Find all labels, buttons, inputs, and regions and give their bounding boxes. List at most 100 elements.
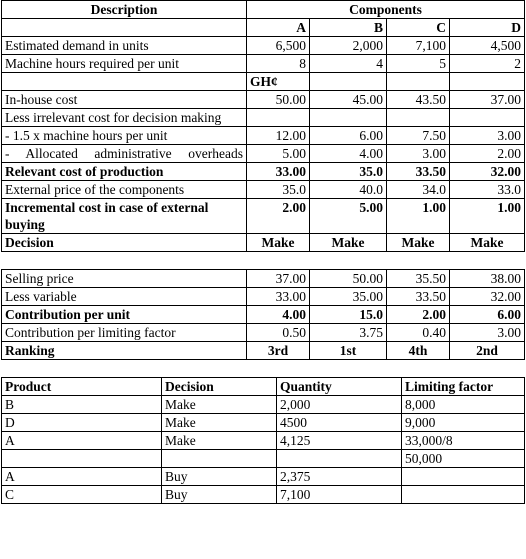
row-label: Less irrelevant cost for decision making	[1, 108, 247, 127]
header-cell: Description	[1, 0, 247, 19]
empty-cell	[246, 108, 310, 127]
row-label: Less variable	[1, 287, 247, 306]
value-cell: 35.00	[309, 287, 387, 306]
cell: A	[1, 467, 162, 486]
row-label: External price of the components	[1, 180, 247, 199]
data-row: D Make 4500 9,000	[1, 413, 525, 432]
value-cell: 33.0	[448, 180, 526, 199]
data-row: - Allocated administrative overheads 5.00…	[1, 144, 526, 163]
data-row: Contribution per limiting factor 0.50 3.75…	[1, 323, 525, 342]
value-cell: 43.50	[386, 90, 450, 109]
value-cell: 4,500	[448, 36, 526, 55]
value-cell: 6.00	[309, 126, 387, 145]
cell: A	[1, 431, 162, 450]
value-cell: 6.00	[449, 305, 525, 324]
value-cell: 5.00	[309, 198, 387, 234]
header-cell: Components	[245, 0, 526, 19]
value-cell: 40.0	[309, 180, 387, 199]
plan-table: Product Decision Quantity Limiting factor B M…	[1, 377, 525, 504]
cell: Buy	[161, 467, 277, 486]
data-row: C Buy 7,100	[1, 485, 525, 504]
empty-cell	[1, 449, 162, 468]
empty-cell	[309, 108, 387, 127]
column-header: A	[246, 18, 310, 37]
value-cell: 3.00	[449, 323, 525, 342]
value-cell: 1.00	[386, 198, 450, 234]
value-cell: 37.00	[246, 269, 310, 288]
value-cell: 0.50	[246, 323, 310, 342]
value-cell: 33.00	[246, 287, 310, 306]
cell: Make	[161, 431, 277, 450]
data-row: GH¢	[1, 72, 526, 91]
empty-cell	[386, 72, 450, 91]
value-cell: 7,100	[386, 36, 450, 55]
cell: 2,375	[276, 467, 402, 486]
row-label: Contribution per unit	[1, 305, 247, 324]
column-header: Decision	[161, 377, 277, 396]
value-cell: Make	[448, 233, 526, 252]
empty-cell	[161, 449, 277, 468]
value-cell: 34.0	[386, 180, 450, 199]
value-cell: 2.00	[246, 198, 310, 234]
row-label: Relevant cost of production	[1, 162, 247, 181]
row-label: In-house cost	[1, 90, 247, 109]
value-cell: 6,500	[246, 36, 310, 55]
data-row: Estimated demand in units 6,500 2,000 7,100…	[1, 36, 526, 55]
column-header: C	[386, 18, 450, 37]
value-cell: 50.00	[246, 90, 310, 109]
value-cell: 3rd	[246, 341, 310, 360]
empty-cell	[386, 108, 450, 127]
value-cell: 3.00	[386, 144, 450, 163]
value-cell: 2,000	[309, 36, 387, 55]
value-cell: Make	[386, 233, 450, 252]
value-cell: 38.00	[449, 269, 525, 288]
data-row: - 1.5 x machine hours per unit 12.00 6.00 7…	[1, 126, 526, 145]
row-label: - Allocated administrative overheads	[1, 144, 247, 163]
cell: 8,000	[401, 395, 525, 414]
row-label: Selling price	[1, 269, 247, 288]
cell: 33,000/8	[401, 431, 525, 450]
value-cell: 35.0	[246, 180, 310, 199]
cell: C	[1, 485, 162, 504]
value-cell: 1.00	[448, 198, 526, 234]
data-row: Contribution per unit 4.00 15.0 2.00 6.00	[1, 305, 525, 324]
cell: Buy	[161, 485, 277, 504]
value-cell: 8	[246, 54, 310, 73]
value-cell: 4th	[386, 341, 450, 360]
data-row: Relevant cost of production 33.00 35.0 33.5…	[1, 162, 526, 181]
cell: 4500	[276, 413, 402, 432]
value-cell: 3.00	[448, 126, 526, 145]
data-row: Machine hours required per unit 8 4 5 2	[1, 54, 526, 73]
value-cell: 12.00	[246, 126, 310, 145]
empty-cell	[401, 485, 525, 504]
row-label: Incremental cost in case of external buy…	[1, 198, 247, 234]
value-cell: 35.50	[386, 269, 450, 288]
data-row: Incremental cost in case of external buy…	[1, 198, 526, 234]
value-cell: 1st	[309, 341, 387, 360]
value-cell: 35.0	[309, 162, 387, 181]
value-cell: 2nd	[449, 341, 525, 360]
column-header: Limiting factor	[401, 377, 525, 396]
header-row: Product Decision Quantity Limiting factor	[1, 377, 525, 396]
value-cell: 4.00	[246, 305, 310, 324]
value-cell: 4.00	[309, 144, 387, 163]
value-cell: 50.00	[309, 269, 387, 288]
row-label: Contribution per limiting factor	[1, 323, 247, 342]
row-label: Machine hours required per unit	[1, 54, 247, 73]
cell: 2,000	[276, 395, 402, 414]
column-header: Quantity	[276, 377, 402, 396]
cell: 9,000	[401, 413, 525, 432]
cell: Make	[161, 395, 277, 414]
value-cell: 4	[309, 54, 387, 73]
cell: 7,100	[276, 485, 402, 504]
row-label: Decision	[1, 233, 247, 252]
row-label: Estimated demand in units	[1, 36, 247, 55]
value-cell: 0.40	[386, 323, 450, 342]
header-row: Description Components	[1, 0, 526, 19]
value-cell: 32.00	[449, 287, 525, 306]
data-row: External price of the components 35.0 40.0…	[1, 180, 526, 199]
value-cell: 3.75	[309, 323, 387, 342]
data-row: B Make 2,000 8,000	[1, 395, 525, 414]
column-header: D	[448, 18, 526, 37]
data-row: Less irrelevant cost for decision making	[1, 108, 526, 127]
